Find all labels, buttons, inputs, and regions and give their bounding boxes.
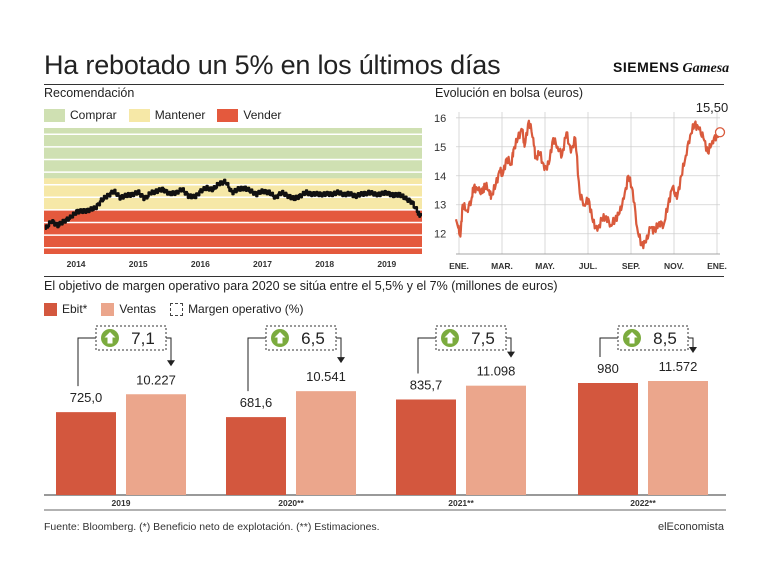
bar-chart: 725,0 10.227 7,1 2019 681,6 10.541 6,5 2020** 83… bbox=[44, 325, 726, 511]
bar-ventas-2 bbox=[466, 385, 526, 495]
bar-ebit-1 bbox=[226, 417, 286, 495]
up-arrow-icon-glyph bbox=[104, 332, 116, 344]
margin-arrowhead-2 bbox=[507, 351, 515, 358]
bar-ebit-2 bbox=[396, 399, 456, 495]
ebit-value-label-2: 835,7 bbox=[410, 377, 443, 392]
zone-vender bbox=[44, 209, 422, 254]
legend-swatch-vender bbox=[217, 108, 239, 122]
ebit-value-label-3: 980 bbox=[597, 361, 619, 376]
xtick-label-5: NOV. bbox=[664, 261, 684, 271]
category-label-1: 2020** bbox=[278, 498, 304, 508]
up-arrow-icon-glyph bbox=[274, 332, 286, 344]
xtick-label-4: SEP. bbox=[622, 261, 640, 271]
xtick-label-1: MAR. bbox=[491, 261, 513, 271]
ventas-value-label-2: 11.098 bbox=[477, 364, 516, 379]
zone-comprar bbox=[44, 128, 422, 179]
legend-swatch-margen bbox=[170, 302, 184, 316]
ebit-value-label-0: 725,0 bbox=[70, 390, 103, 405]
margin-value-label-1: 6,5 bbox=[301, 329, 325, 348]
bar-ventas-3 bbox=[648, 381, 708, 495]
xtick-label-0: ENE. bbox=[449, 261, 469, 271]
section-divider bbox=[44, 276, 724, 277]
ytick-label-14: 14 bbox=[434, 171, 446, 183]
margin-arrowhead-3 bbox=[689, 347, 697, 353]
legend-label-comprar: Comprar bbox=[70, 108, 117, 122]
legend-swatch-ventas bbox=[101, 302, 115, 316]
recommendation-line bbox=[44, 178, 422, 230]
xtick-label-2018: 2018 bbox=[315, 259, 334, 269]
margin-connector-left-3 bbox=[599, 337, 618, 357]
last-value-marker bbox=[714, 127, 726, 138]
margin-connector-right-1 bbox=[336, 337, 342, 360]
legend-label-vender: Vender bbox=[243, 108, 282, 122]
up-arrow-icon-glyph bbox=[444, 332, 456, 344]
bar-ebit-0 bbox=[56, 412, 116, 495]
ytick-label-16: 16 bbox=[434, 113, 446, 125]
margin-connector-right-2 bbox=[506, 337, 512, 354]
ebit-value-label-1: 681,6 bbox=[240, 395, 273, 410]
last-value-label: 15,50 bbox=[696, 100, 728, 115]
xtick-label-2017: 2017 bbox=[253, 259, 272, 269]
legend-label-mantener: Mantener bbox=[154, 108, 206, 122]
stock-title: Evolución en bolsa (euros) bbox=[435, 86, 583, 100]
header-divider bbox=[44, 84, 724, 85]
margin-value-label-2: 7,5 bbox=[471, 329, 495, 348]
margin-value-label-0: 7,1 bbox=[131, 329, 155, 348]
xtick-label-2015: 2015 bbox=[129, 259, 148, 269]
margin-arrowhead-0 bbox=[167, 360, 175, 367]
margin-connector-left-1 bbox=[247, 337, 266, 392]
margin-connector-right-0 bbox=[166, 337, 172, 363]
ventas-value-label-1: 10.541 bbox=[306, 369, 346, 384]
page-title: Ha rebotado un 5% en los últimos días bbox=[44, 50, 501, 80]
margin-value-label-3: 8,5 bbox=[653, 329, 677, 348]
legend-swatch-mantener bbox=[128, 108, 150, 122]
legend-swatch-comprar bbox=[44, 108, 65, 122]
xtick-label-6: ENE. bbox=[707, 261, 727, 271]
ytick-label-15: 15 bbox=[434, 142, 446, 154]
bars-legend: Ebit* Ventas Margen operativo (%) bbox=[44, 302, 303, 316]
siemens-gamesa-logo: SIEMENS Gamesa bbox=[613, 59, 729, 77]
category-label-0: 2019 bbox=[112, 498, 131, 508]
margin-connector-left-2 bbox=[417, 337, 436, 374]
footer-brand: elEconomista bbox=[657, 521, 724, 533]
stock-price-line bbox=[454, 119, 722, 250]
category-label-3: 2022** bbox=[630, 498, 656, 508]
bar-ventas-1 bbox=[296, 391, 356, 495]
recommendation-chart: 2014 2015 2016 2017 2018 2019 bbox=[44, 128, 422, 269]
margin-connector-left-0 bbox=[77, 337, 96, 387]
bars-title: El objetivo de margen operativo para 202… bbox=[44, 279, 558, 293]
ytick-label-13: 13 bbox=[434, 200, 446, 212]
xtick-label-2014: 2014 bbox=[67, 259, 86, 269]
ventas-value-label-0: 10.227 bbox=[136, 372, 176, 387]
legend-label-ventas: Ventas bbox=[119, 302, 157, 316]
legend-swatch-ebit bbox=[44, 302, 57, 316]
margin-connector-right-3 bbox=[688, 337, 694, 349]
xtick-label-2019: 2019 bbox=[377, 259, 396, 269]
logo-siemens-text: SIEMENS bbox=[613, 59, 680, 75]
logo-gamesa-text: Gamesa bbox=[682, 61, 730, 76]
category-label-2: 2021** bbox=[448, 498, 474, 508]
recommendation-title: Recomendación bbox=[44, 86, 135, 100]
footer-source: Fuente: Bloomberg. (*) Beneficio neto de… bbox=[44, 521, 380, 533]
margin-arrowhead-1 bbox=[337, 357, 345, 364]
xtick-label-2: MAY. bbox=[535, 261, 555, 271]
legend-label-ebit: Ebit* bbox=[62, 302, 88, 316]
stock-chart: 12 13 14 15 16 ENE. MAR. MAY. JUL. SEP. NOV. ENE. 15… bbox=[434, 100, 728, 271]
recommendation-legend: Comprar Mantener Vender bbox=[44, 108, 281, 122]
ventas-value-label-3: 11.572 bbox=[659, 359, 698, 374]
xtick-label-3: JUL. bbox=[579, 261, 597, 271]
bar-ebit-3 bbox=[578, 383, 638, 495]
xtick-label-2016: 2016 bbox=[191, 259, 210, 269]
bar-ventas-0 bbox=[126, 394, 186, 495]
legend-label-margen: Margen operativo (%) bbox=[188, 302, 304, 316]
ytick-label-12: 12 bbox=[434, 229, 446, 241]
up-arrow-icon-glyph bbox=[626, 332, 638, 344]
